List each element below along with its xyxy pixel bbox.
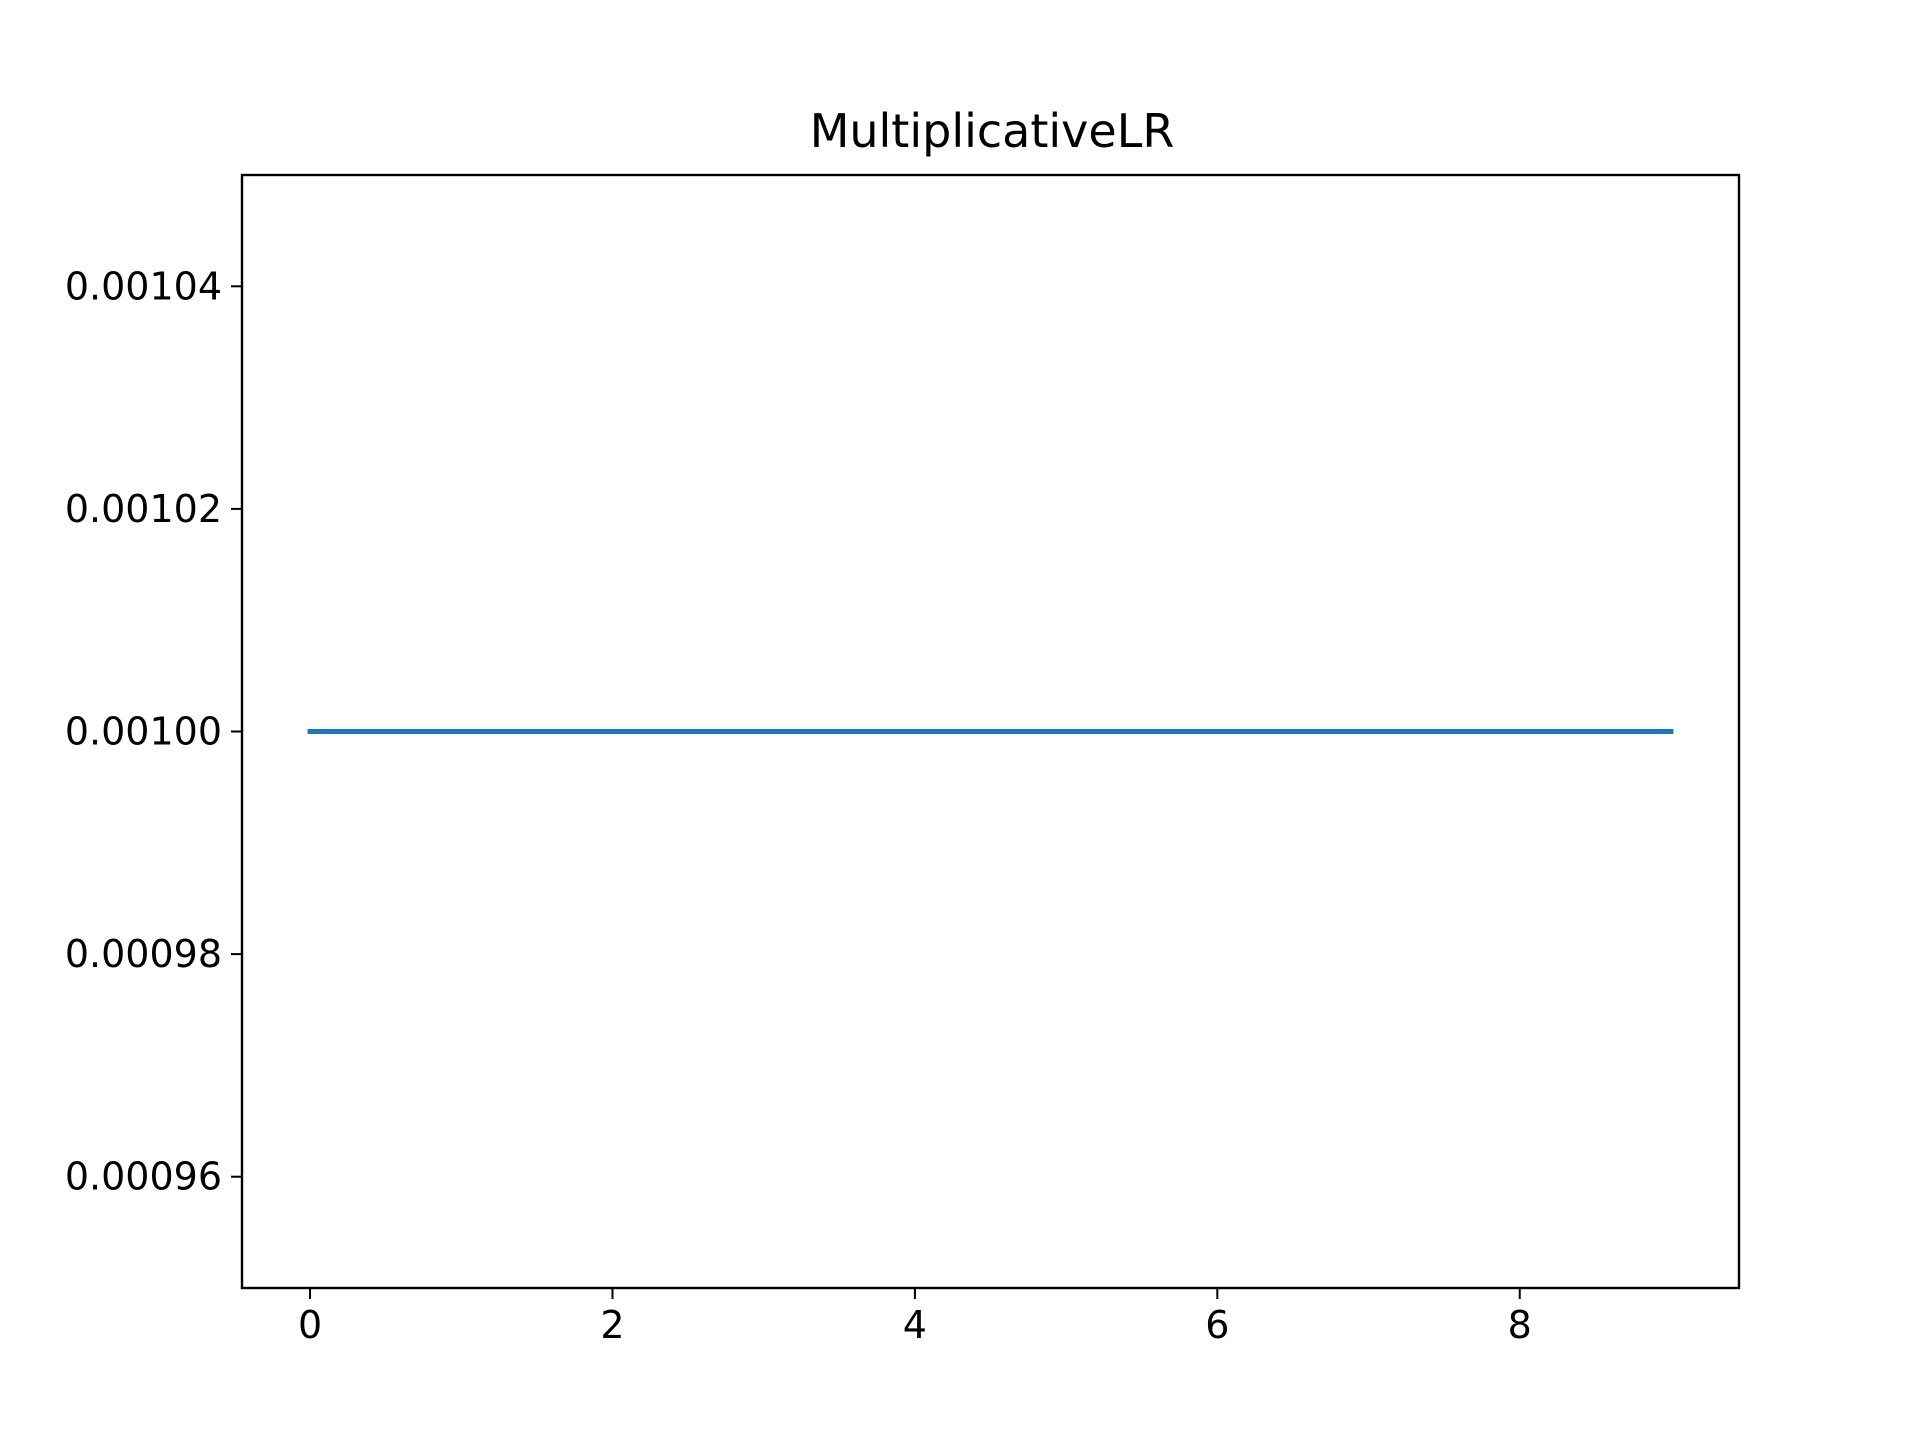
x-tick-label: 2 [600,1303,624,1347]
x-tick-label: 6 [1205,1303,1229,1347]
plot-area: 0 2 4 6 8 0.00096 0.00098 0.00100 0.00102 0.00104 [65,264,1674,1347]
chart-title: MultiplicativeLR [810,104,1175,158]
y-tick-label: 0.00096 [65,1155,222,1199]
y-tick-label: 0.00102 [65,487,222,531]
y-tick-label: 0.00098 [65,932,222,976]
x-tick-label: 0 [298,1303,322,1347]
x-tick-label: 8 [1508,1303,1532,1347]
y-tick-label: 0.00104 [65,264,222,308]
x-tick-label: 4 [903,1303,927,1347]
y-tick-label: 0.00100 [65,710,222,754]
axes-frame [240,173,1741,1290]
